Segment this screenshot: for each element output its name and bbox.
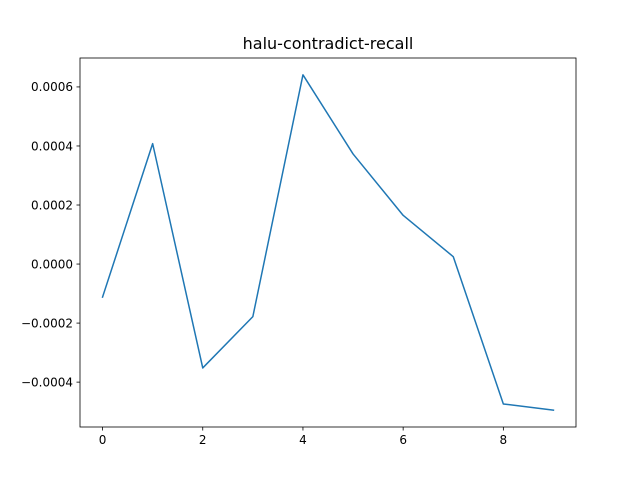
- y-tick-label: −0.0002: [21, 316, 73, 330]
- y-tick-label: 0.0002: [31, 198, 73, 212]
- x-tick-label: 8: [500, 433, 508, 447]
- x-tick-label: 0: [99, 433, 107, 447]
- x-tick-label: 6: [399, 433, 407, 447]
- plot-area: 0 2 4 6 8 −0.0004 −0.0002 0.0000 0.0002 0.0004 0.0…: [21, 57, 577, 447]
- chart-title: halu-contradict-recall: [243, 34, 414, 53]
- x-tick-label: 2: [199, 433, 207, 447]
- series-line-0: [101, 74, 555, 412]
- axes-frame: [79, 57, 577, 428]
- y-tick-label: −0.0004: [21, 375, 73, 389]
- y-tick-label: 0.0000: [31, 257, 73, 271]
- y-tick-label: 0.0006: [31, 80, 73, 94]
- y-tick-label: 0.0004: [31, 139, 73, 153]
- x-tick-label: 4: [299, 433, 307, 447]
